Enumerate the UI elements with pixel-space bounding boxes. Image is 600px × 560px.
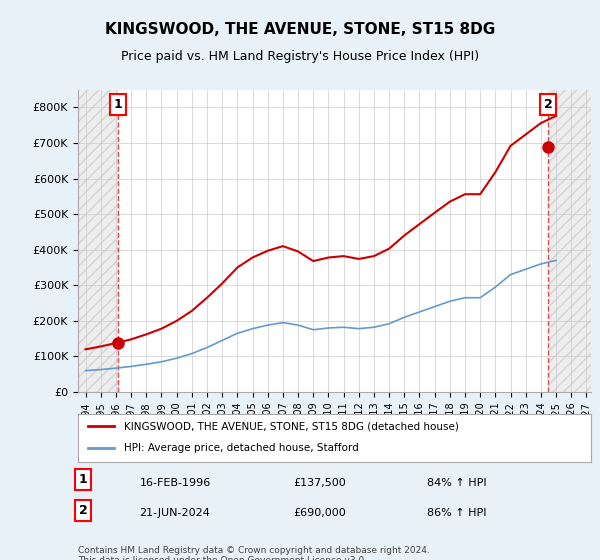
Text: 16-FEB-1996: 16-FEB-1996 (140, 478, 211, 488)
Text: £137,500: £137,500 (293, 478, 346, 488)
Text: £690,000: £690,000 (293, 508, 346, 518)
Text: 2: 2 (544, 98, 553, 111)
Bar (78, 90, 118, 392)
Text: 2: 2 (79, 504, 88, 517)
Text: 86% ↑ HPI: 86% ↑ HPI (427, 508, 487, 518)
Text: HPI: Average price, detached house, Stafford: HPI: Average price, detached house, Staf… (124, 443, 359, 452)
Text: 1: 1 (79, 473, 88, 486)
Text: KINGSWOOD, THE AVENUE, STONE, ST15 8DG (detached house): KINGSWOOD, THE AVENUE, STONE, ST15 8DG (… (124, 421, 459, 431)
Bar (548, 90, 591, 392)
Text: 1: 1 (113, 98, 122, 111)
Text: Price paid vs. HM Land Registry's House Price Index (HPI): Price paid vs. HM Land Registry's House … (121, 50, 479, 63)
Text: 21-JUN-2024: 21-JUN-2024 (140, 508, 211, 518)
Text: Contains HM Land Registry data © Crown copyright and database right 2024.
This d: Contains HM Land Registry data © Crown c… (78, 546, 430, 560)
Text: KINGSWOOD, THE AVENUE, STONE, ST15 8DG: KINGSWOOD, THE AVENUE, STONE, ST15 8DG (105, 22, 495, 38)
Text: 84% ↑ HPI: 84% ↑ HPI (427, 478, 487, 488)
